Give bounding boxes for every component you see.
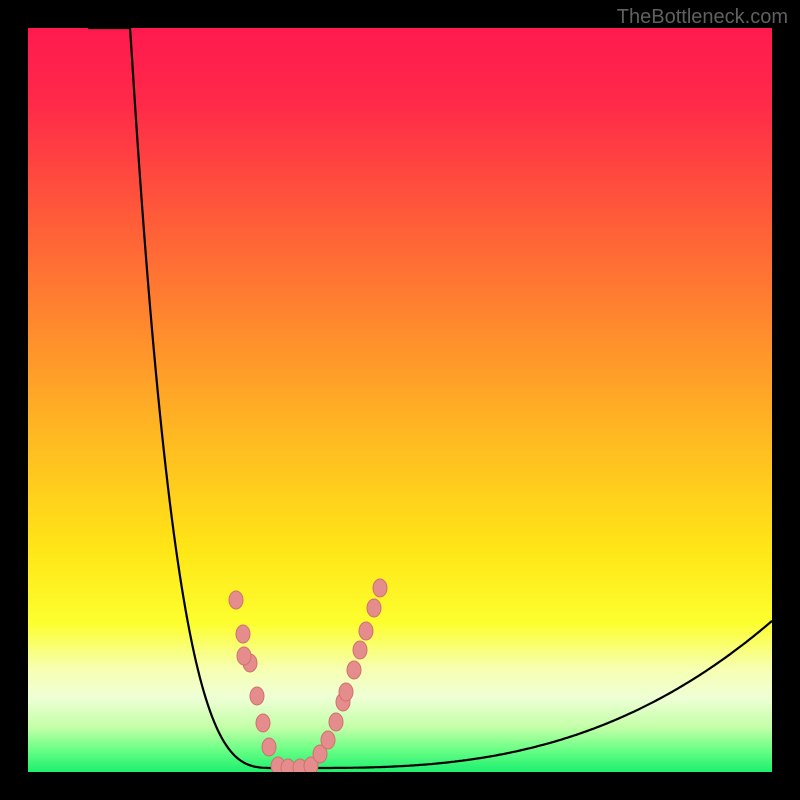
watermark-text: TheBottleneck.com	[617, 6, 788, 29]
data-marker	[353, 641, 367, 659]
data-marker	[373, 579, 387, 597]
data-marker	[237, 647, 251, 665]
bottleneck-curve	[88, 28, 772, 768]
data-marker	[256, 714, 270, 732]
data-marker	[367, 599, 381, 617]
marker-group	[229, 579, 387, 772]
data-marker	[236, 625, 250, 643]
data-marker	[347, 661, 361, 679]
data-marker	[329, 713, 343, 731]
data-marker	[229, 591, 243, 609]
data-marker	[262, 738, 276, 756]
data-marker	[359, 622, 373, 640]
plot-area	[28, 28, 772, 772]
data-marker	[321, 731, 335, 749]
data-marker	[250, 687, 264, 705]
chart-overlay	[28, 28, 772, 772]
data-marker	[339, 683, 353, 701]
